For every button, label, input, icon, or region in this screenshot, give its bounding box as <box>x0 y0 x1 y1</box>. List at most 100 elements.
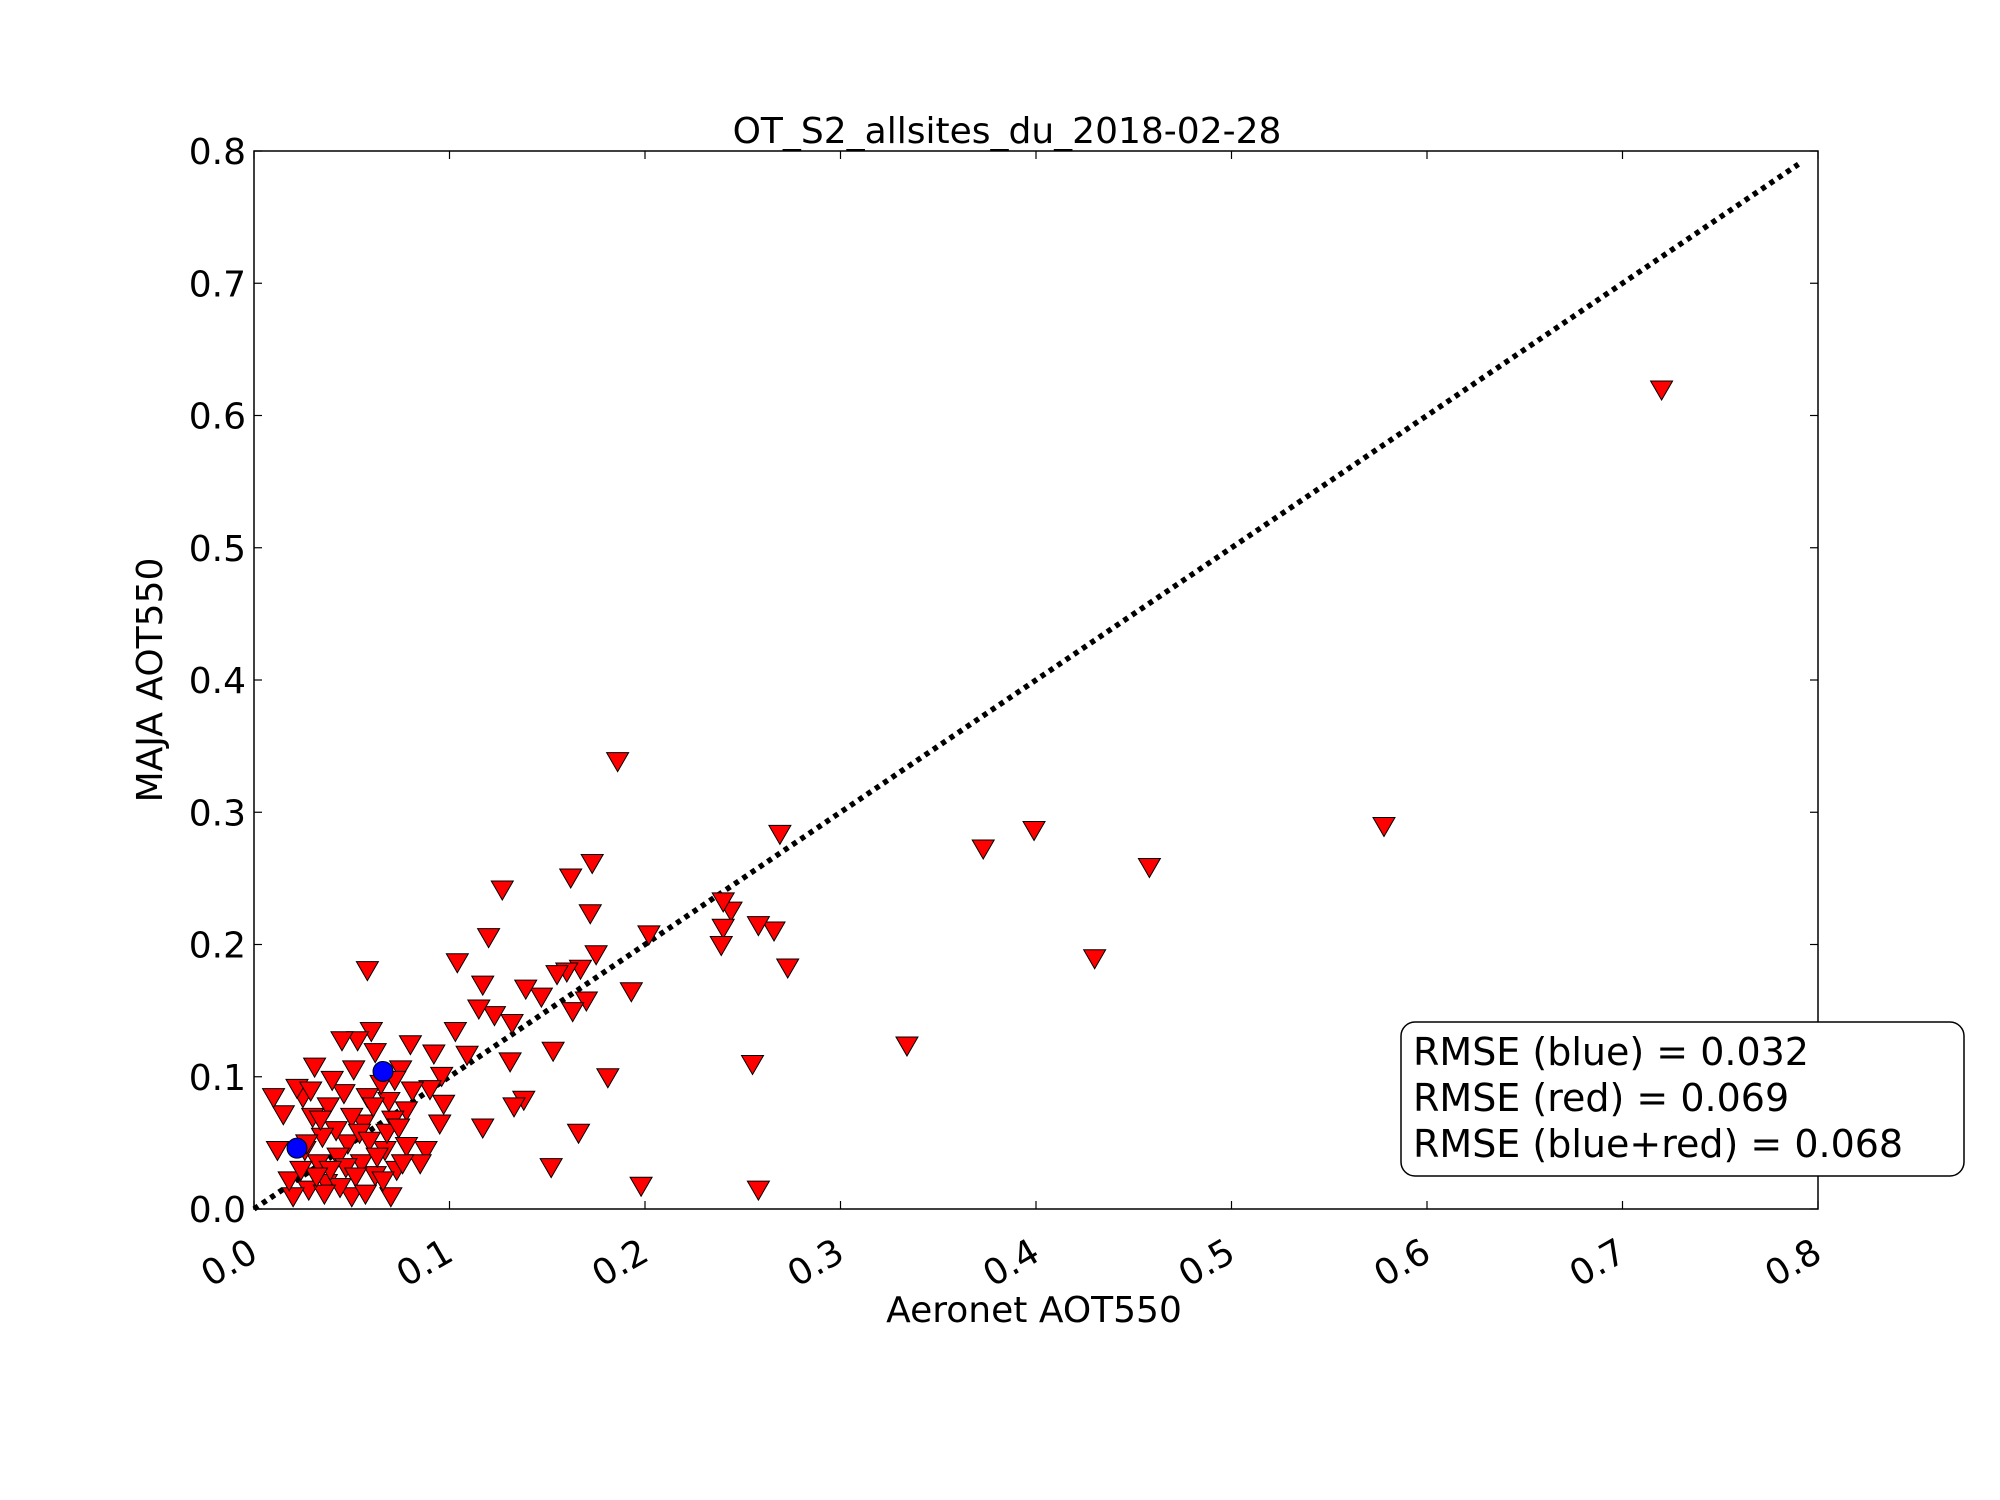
data-point-red <box>746 916 771 937</box>
data-point-red <box>529 987 554 1009</box>
data-point-red <box>371 1171 395 1192</box>
data-point-red <box>326 1147 350 1169</box>
one-to-one-reference-line <box>252 161 1800 1212</box>
data-point-red <box>431 1094 456 1116</box>
data-point-red <box>357 1131 382 1153</box>
x-tick-label: 0.4 <box>976 1231 1046 1295</box>
data-point-red <box>445 953 470 974</box>
y-tick-label: 0.5 <box>189 529 246 570</box>
data-point-red <box>339 1187 364 1208</box>
data-point-red <box>316 1097 341 1118</box>
data-point-red <box>265 1140 290 1162</box>
data-point-blue <box>286 1137 308 1159</box>
data-point-red <box>341 1060 366 1081</box>
data-point-red <box>408 1154 433 1175</box>
data-point-red <box>421 1044 446 1065</box>
data-point-red <box>443 1021 468 1043</box>
data-point-red <box>566 1123 591 1145</box>
data-point-red <box>711 892 736 913</box>
data-point-red <box>345 1031 370 1052</box>
data-point-red <box>502 1097 526 1118</box>
data-point-red <box>332 1084 356 1105</box>
y-tick-label: 0.7 <box>189 264 246 305</box>
rmse-combined: RMSE (blue+red) = 0.068 <box>1413 1122 1903 1166</box>
data-point-red <box>310 1127 335 1149</box>
data-point-red <box>398 1035 423 1056</box>
chart-title: OT_S2_allsites_du_2018-02-28 <box>733 111 1282 152</box>
x-tick-label: 0.5 <box>1172 1231 1242 1295</box>
data-point-red <box>261 1088 286 1109</box>
data-point-red <box>320 1070 345 1092</box>
data-point-red <box>619 982 644 1003</box>
y-tick-label: 0.6 <box>189 397 246 438</box>
data-point-red <box>746 1180 771 1202</box>
data-point-red <box>361 1097 386 1118</box>
x-tick-label: 0.3 <box>781 1231 851 1295</box>
y-tick-label: 0.0 <box>189 1190 246 1231</box>
data-point-red <box>1372 816 1396 838</box>
data-point-red <box>330 1031 354 1052</box>
data-point-red <box>775 958 800 979</box>
data-point-red <box>353 1184 378 1206</box>
data-point-red <box>740 1055 765 1076</box>
data-point-red <box>539 1158 564 1179</box>
data-point-red <box>629 1176 653 1198</box>
data-point-red <box>558 868 583 890</box>
data-point-red <box>339 1107 364 1129</box>
data-point-red <box>482 1006 507 1027</box>
data-point-red <box>298 1081 323 1102</box>
data-point-red <box>500 1014 524 1035</box>
data-point-red <box>1082 949 1107 970</box>
data-point-red <box>302 1057 327 1079</box>
data-point-red <box>470 1118 495 1140</box>
data-point-red <box>560 1002 585 1023</box>
data-point-red <box>281 1187 305 1208</box>
data-point-red <box>895 1036 919 1058</box>
rmse-red: RMSE (red) = 0.069 <box>1413 1076 1789 1120</box>
data-point-red <box>595 1068 620 1089</box>
data-point-red <box>312 1184 337 1206</box>
data-point-blue <box>372 1060 394 1082</box>
data-point-red <box>541 1041 565 1063</box>
data-point-red <box>637 925 661 946</box>
data-point-red <box>390 1154 415 1175</box>
y-axis-ticks: 0.0 0.1 0.2 0.3 0.4 0.5 0.6 0.7 0.8 <box>189 132 1818 1231</box>
y-tick-label: 0.8 <box>189 132 246 173</box>
data-point-red <box>498 1052 522 1073</box>
data-point-red <box>578 904 603 925</box>
data-point-red <box>414 1140 438 1162</box>
data-point-red <box>289 1160 313 1182</box>
x-tick-label: 0.2 <box>585 1231 655 1295</box>
data-point-red <box>574 991 599 1013</box>
data-point-red <box>545 965 569 986</box>
data-point-red <box>277 1171 302 1192</box>
data-point-red <box>308 1110 333 1132</box>
data-point-red <box>513 979 538 1001</box>
data-point-red <box>343 1167 368 1188</box>
data-point-red <box>605 752 630 773</box>
data-point-red <box>271 1105 296 1126</box>
data-point-red <box>580 854 605 875</box>
y-tick-label: 0.4 <box>189 661 246 702</box>
data-point-red <box>427 1114 452 1136</box>
data-point-red <box>711 918 736 940</box>
data-point-red <box>470 975 495 997</box>
x-axis-label: Aeronet AOT550 <box>886 1290 1182 1331</box>
rmse-blue: RMSE (blue) = 0.032 <box>1413 1030 1809 1074</box>
x-tick-label: 0.8 <box>1758 1231 1828 1295</box>
data-point-red <box>971 839 996 860</box>
data-point-red <box>328 1178 352 1199</box>
x-tick-label: 0.7 <box>1563 1231 1633 1295</box>
data-point-red <box>355 961 380 982</box>
data-point-red <box>377 1092 401 1113</box>
y-tick-label: 0.2 <box>189 926 246 967</box>
x-tick-label: 0.1 <box>390 1231 460 1295</box>
data-point-red <box>363 1043 388 1064</box>
y-axis-label: MAJA AOT550 <box>130 558 171 803</box>
x-tick-label: 0.0 <box>194 1231 264 1295</box>
data-point-red <box>304 1167 329 1188</box>
blue-series <box>286 1060 394 1159</box>
data-point-red <box>1137 857 1162 879</box>
data-point-red <box>429 1066 454 1088</box>
